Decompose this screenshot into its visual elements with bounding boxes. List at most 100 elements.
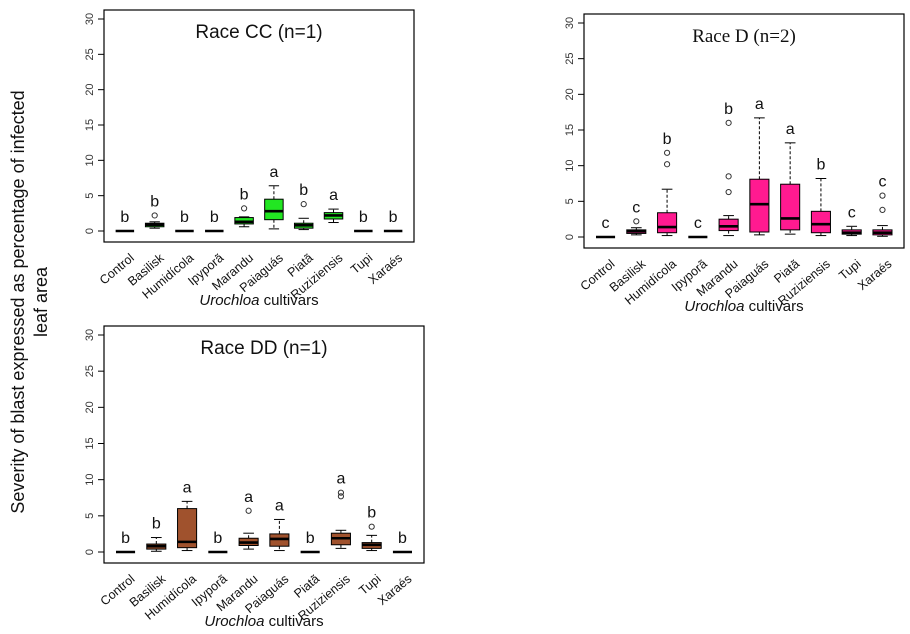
outlier-point <box>151 212 158 219</box>
box-iqr <box>264 198 284 221</box>
significance-letter: a <box>329 187 338 204</box>
x-axis-label: Urochloa cultivars <box>199 292 318 309</box>
box-basilisk: b <box>144 193 165 229</box>
x-axis-label: Urochloa cultivars <box>684 298 803 315</box>
box-marandu: a <box>238 489 259 550</box>
box-ipypora: b <box>208 530 228 554</box>
significance-letter: b <box>367 505 376 522</box>
y-tick-label: 0 <box>84 228 96 234</box>
x-axis-label-rest: cultivars <box>744 298 803 315</box>
outlier-point <box>368 523 375 530</box>
box-tupi: b <box>354 209 373 233</box>
box-marandu: b <box>234 186 254 228</box>
y-tick-label: 25 <box>84 365 96 377</box>
x-axis-label-genus: Urochloa <box>199 292 259 309</box>
plot-frame <box>583 13 905 249</box>
significance-letter: b <box>240 186 249 203</box>
box-xaraes: b <box>392 530 412 554</box>
y-tick-label: 5 <box>564 198 576 204</box>
box-ruziziensis: b <box>810 157 831 237</box>
significance-letter: c <box>694 215 702 232</box>
box-paiaguas: a <box>264 164 284 230</box>
outlier-point <box>663 161 671 168</box>
significance-letter: a <box>786 121 795 138</box>
y-tick-label: 10 <box>564 160 576 172</box>
significance-letter: b <box>398 530 407 547</box>
y-tick-label: 20 <box>84 84 96 96</box>
box-xaraes: c <box>872 174 893 237</box>
box-iqr <box>810 210 831 234</box>
x-axis-label-genus: Urochloa <box>204 613 264 630</box>
box-humidicola: b <box>175 209 194 233</box>
x-axis-label: Urochloa cultivars <box>204 613 323 630</box>
significance-letter: b <box>663 131 672 148</box>
outlier-point <box>300 201 307 208</box>
box-marandu: b <box>718 101 739 237</box>
y-tick-label: 10 <box>84 154 96 166</box>
box-humidicola: b <box>657 131 678 237</box>
significance-letter: a <box>755 96 764 113</box>
box-basilisk: c <box>626 199 647 236</box>
significance-letter: b <box>121 530 130 547</box>
significance-letter: b <box>213 530 222 547</box>
chart-title: Race CC (n=1) <box>195 22 322 43</box>
x-tick-label: Xaraés <box>366 251 405 287</box>
significance-letter: b <box>150 193 159 210</box>
outlier-point <box>725 173 732 180</box>
y-tick-label: 0 <box>564 234 576 240</box>
significance-letter: c <box>632 199 640 216</box>
significance-letter: b <box>180 209 189 226</box>
y-tick-label: 25 <box>564 53 576 65</box>
significance-letter: a <box>336 471 345 488</box>
x-axis-label-rest: cultivars <box>259 292 318 309</box>
x-tick-label: Xaraés <box>375 572 414 608</box>
shared-ylabel-line2: leaf area <box>31 266 51 337</box>
plot-frame <box>103 9 415 243</box>
y-tick-label: 20 <box>84 401 96 413</box>
box-piata: b <box>293 182 314 231</box>
y-tick-label: 10 <box>84 474 96 486</box>
box-paiaguas: a <box>269 497 290 552</box>
box-piata: b <box>300 530 320 554</box>
box-iqr <box>718 218 739 232</box>
box-paiaguas: a <box>749 96 770 236</box>
box-basilisk: b <box>146 516 167 552</box>
outlier-point <box>879 206 886 213</box>
outlier-point <box>725 188 732 196</box>
box-piata: a <box>780 121 801 235</box>
significance-letter: b <box>816 157 825 174</box>
box-ipypora: b <box>205 209 224 233</box>
chart-title: Race DD (n=1) <box>200 338 327 359</box>
box-control: c <box>596 215 616 239</box>
significance-letter: b <box>306 530 315 547</box>
y-tick-label: 5 <box>84 193 96 199</box>
significance-letter: a <box>183 479 192 496</box>
box-control: b <box>115 209 135 233</box>
box-tupi: c <box>841 204 862 237</box>
y-tick-label: 0 <box>84 549 96 555</box>
outlier-point <box>633 218 640 225</box>
significance-letter: a <box>269 164 278 181</box>
box-iqr <box>177 508 198 549</box>
significance-letter: b <box>389 209 398 226</box>
x-axis-label-genus: Urochloa <box>684 298 744 315</box>
y-tick-label: 15 <box>84 437 96 449</box>
y-tick-label: 15 <box>84 119 96 131</box>
significance-letter: b <box>210 209 219 226</box>
y-tick-label: 30 <box>84 13 96 25</box>
outlier-point <box>240 205 248 212</box>
significance-letter: b <box>299 182 308 199</box>
outlier-point <box>337 493 345 500</box>
box-ipypora: c <box>688 215 708 239</box>
box-ruziziensis: a <box>323 187 344 224</box>
y-tick-label: 30 <box>84 329 96 341</box>
box-control: b <box>116 530 136 554</box>
y-tick-label: 5 <box>84 513 96 519</box>
y-tick-label: 30 <box>564 17 576 29</box>
shared-ylabel-line1: Severity of blast expressed as percentag… <box>8 90 28 513</box>
box-humidicola: a <box>177 479 198 552</box>
